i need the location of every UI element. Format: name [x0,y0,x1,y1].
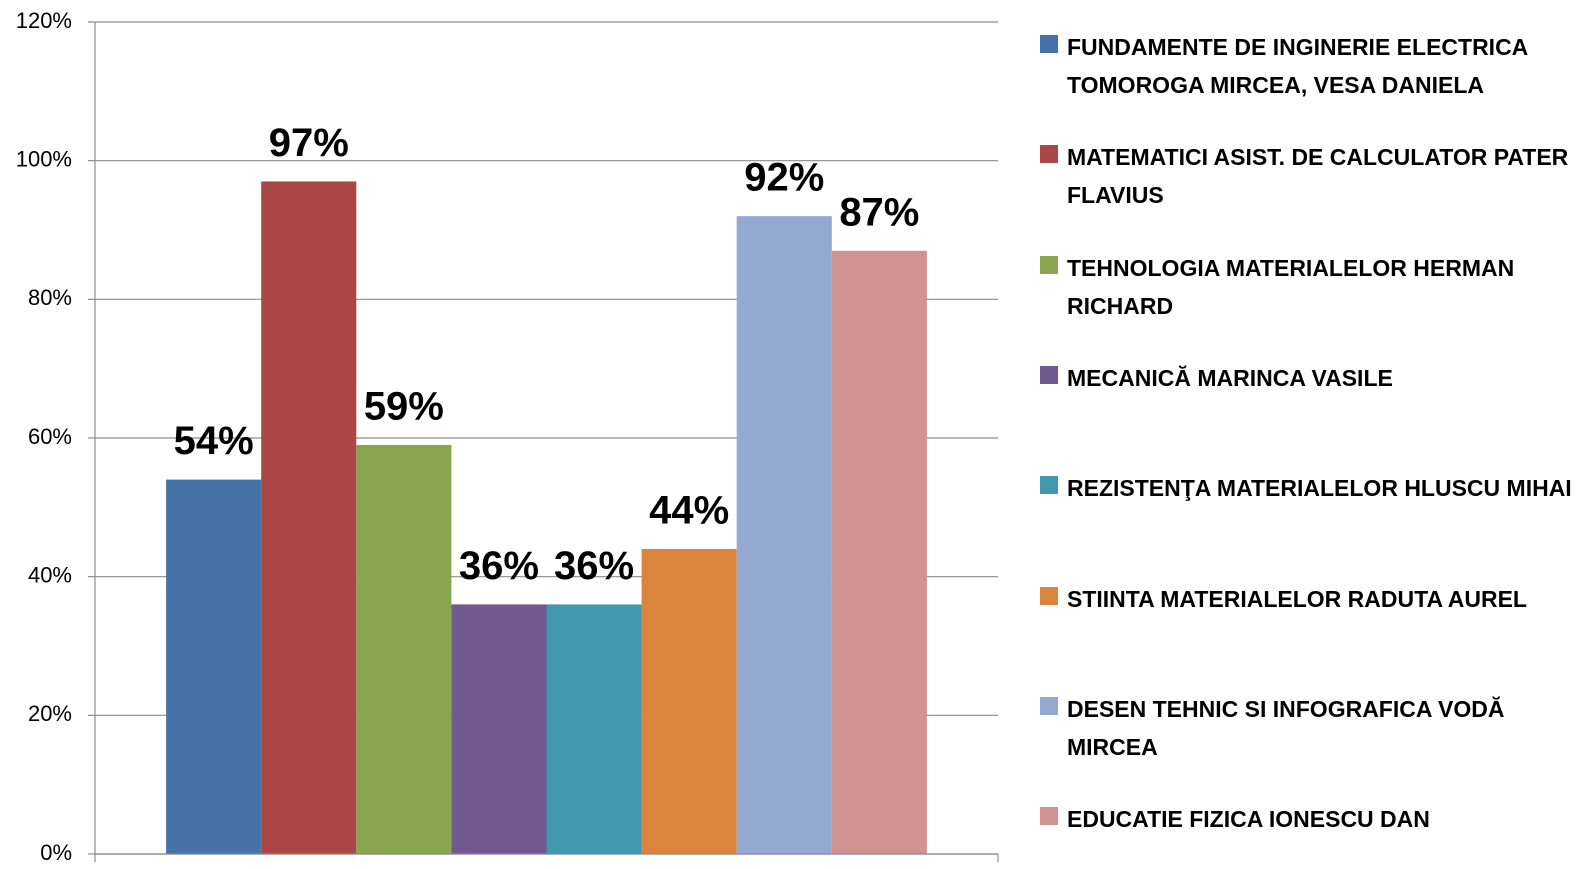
y-tick-label: 40% [28,562,72,587]
bar [831,250,927,855]
y-tick-label: 60% [28,424,72,449]
data-label: 54% [174,419,254,463]
bar [451,604,547,854]
legend-swatch [1040,586,1058,605]
data-label: 36% [554,544,634,588]
bar [736,216,832,855]
legend-swatch [1040,696,1058,715]
legend-label: FUNDAMENTE DE INGINERIE ELECTRICA TOMORO… [1067,34,1528,98]
legend-swatch [1040,35,1058,53]
legend-swatch [1040,365,1058,384]
data-label: 44% [649,488,729,532]
legend-entry: FUNDAMENTE DE INGINERIE ELECTRICA TOMORO… [1040,28,1580,104]
y-tick-label: 0% [40,840,72,865]
legend-entry: REZISTENŢA MATERIALELOR HLUSCU MIHAI [1040,469,1580,507]
data-label: 92% [744,156,824,200]
bar [356,444,452,854]
legend-label: EDUCATIE FIZICA IONESCU DAN [1067,806,1430,833]
legend-entry: DESEN TEHNIC SI INFOGRAFICA VODĂ MIRCEA [1040,690,1580,766]
legend-label: REZISTENŢA MATERIALELOR HLUSCU MIHAI [1067,475,1572,502]
legend-swatch [1040,145,1058,164]
legend-label: MATEMATICI ASIST. DE CALCULATOR PATER FL… [1067,144,1569,209]
bar [546,604,642,854]
legend-entry: TEHNOLOGIA MATERIALELOR HERMAN RICHARD [1040,249,1580,325]
y-tick-label: 80% [28,285,72,310]
data-label: 59% [364,384,444,428]
bar [166,479,262,854]
legend-swatch [1040,255,1058,274]
y-tick-label: 120% [16,8,72,33]
chart: 0% 20% 40% 60% 80% 100% 120% 54% 97% 59% 36% 36% 44%… [16,8,999,865]
y-tick-label: 100% [16,146,72,171]
legend-label: STIINTA MATERIALELOR RADUTA AUREL [1067,585,1527,612]
bar [641,548,737,854]
y-tick-label: 20% [28,701,72,726]
legend-label: TEHNOLOGIA MATERIALELOR HERMAN RICHARD [1067,254,1515,319]
data-label: 87% [839,190,919,234]
bar [261,181,357,854]
legend-swatch [1040,476,1058,495]
data-label: 36% [459,544,539,588]
legend-swatch [1040,807,1058,826]
legend-entry: MECANICĂ MARINCA VASILE [1040,359,1580,397]
legend-label: DESEN TEHNIC SI INFOGRAFICA VODĂ MIRCEA [1067,695,1505,760]
data-label: 97% [269,121,349,165]
legend-entry: EDUCATIE FIZICA IONESCU DAN [1040,800,1580,838]
legend-entry: MATEMATICI ASIST. DE CALCULATOR PATER FL… [1040,138,1580,214]
legend-entry: STIINTA MATERIALELOR RADUTA AUREL [1040,580,1580,618]
legend-label: MECANICĂ MARINCA VASILE [1067,364,1393,391]
